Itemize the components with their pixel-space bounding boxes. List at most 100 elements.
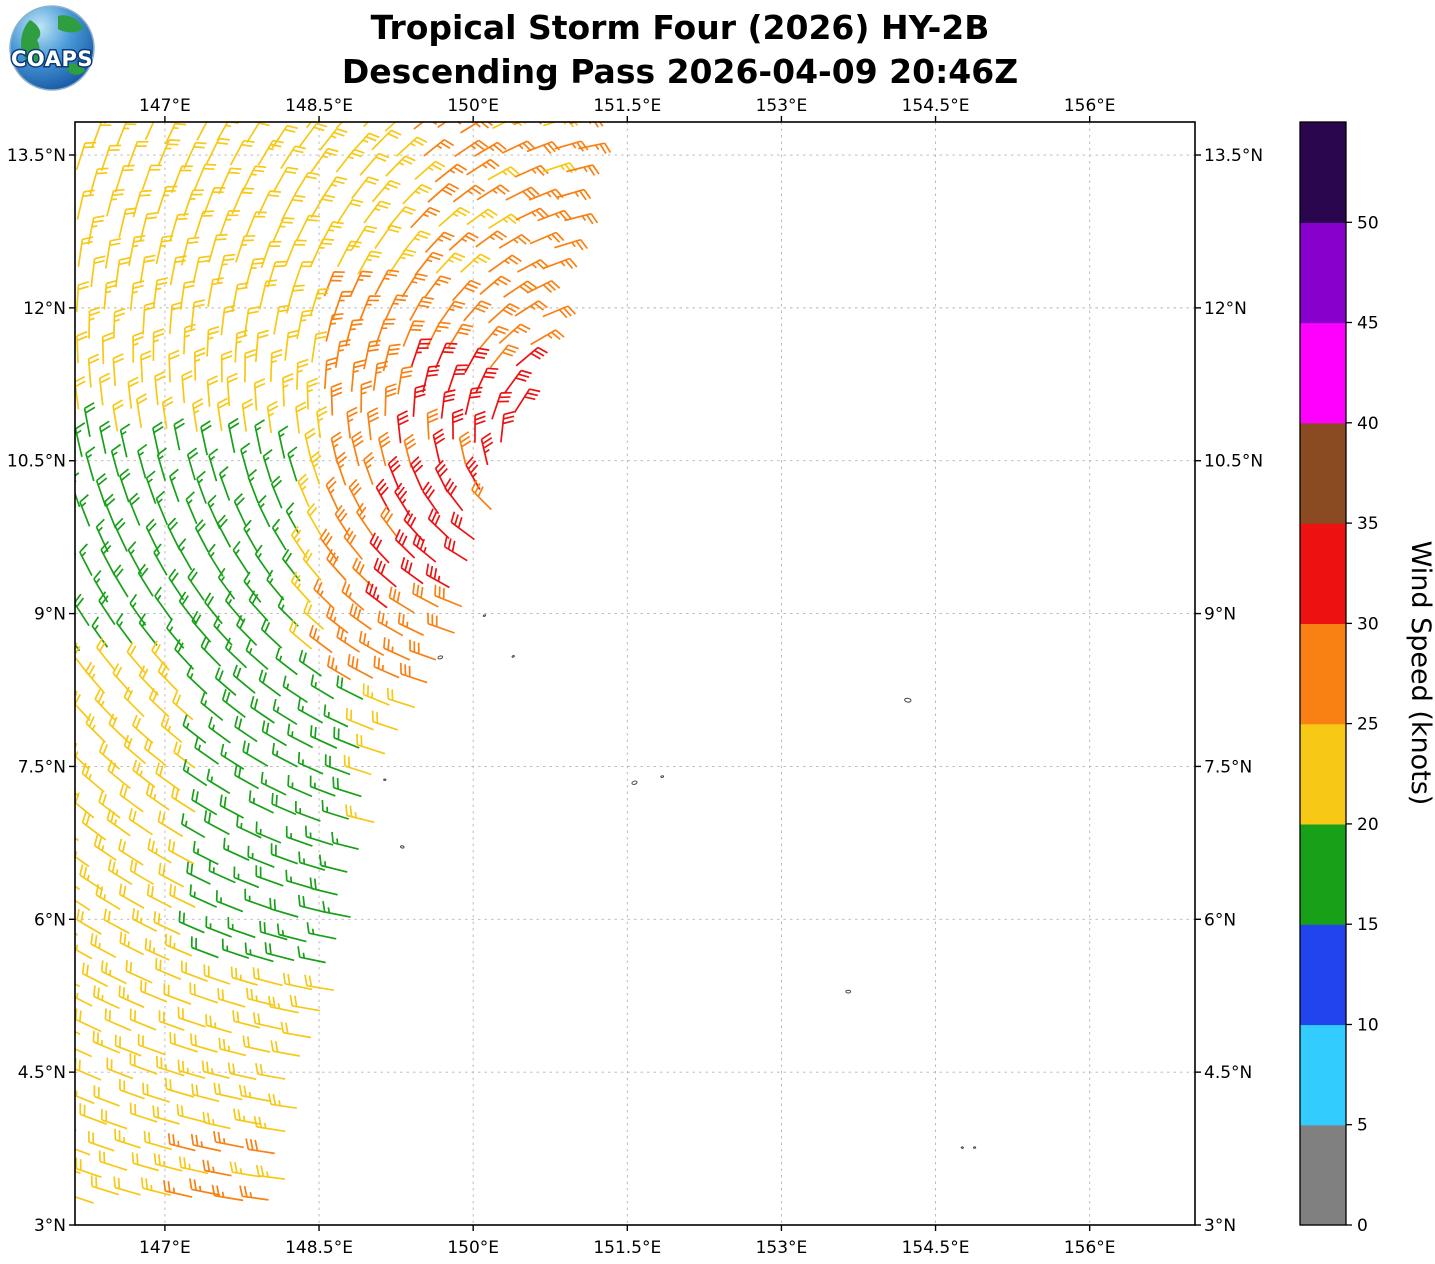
wind-barb: [414, 251, 444, 276]
colorbar-segment: [1300, 523, 1346, 624]
wind-barb: [113, 1176, 141, 1196]
wind-barb: [75, 1129, 77, 1132]
wind-barb: [447, 364, 468, 392]
wind-barb: [100, 960, 127, 985]
wind-barb: [280, 145, 306, 170]
wind-barb: [93, 834, 117, 862]
wind-barb: [95, 473, 108, 507]
wind-barb: [326, 655, 352, 681]
wind-barb: [208, 716, 231, 744]
wind-barb: [104, 493, 117, 529]
wind-barb: [298, 649, 322, 677]
wind-barb: [243, 571, 262, 603]
wind-barb: [426, 408, 439, 440]
colorbar-tick-label: 40: [1357, 414, 1379, 434]
wind-barb: [156, 185, 178, 214]
wind-barb: [257, 494, 271, 528]
wind-barb: [285, 502, 300, 535]
wind-barb: [219, 210, 240, 236]
wind-barb: [127, 140, 149, 168]
wind-barb: [266, 260, 287, 288]
wind-barb: [116, 122, 137, 147]
wind-barb: [220, 743, 245, 770]
wind-barb: [466, 158, 500, 176]
lat-tick-label-left: 13.5°N: [7, 146, 66, 166]
wind-barb: [75, 1090, 95, 1105]
wind-barb: [474, 410, 486, 443]
wind-barb: [153, 1153, 183, 1172]
wind-barb: [125, 960, 153, 984]
island-outline: [437, 655, 444, 660]
lon-tick-label-top: 156°E: [1064, 96, 1116, 116]
wind-barb: [123, 686, 145, 718]
wind-barb: [152, 328, 165, 361]
lat-tick-label-right: 4.5°N: [1204, 1063, 1252, 1083]
wind-barb: [187, 567, 205, 601]
wind-barb: [75, 1048, 92, 1058]
wind-barb: [271, 793, 297, 816]
wind-barb: [204, 94, 228, 117]
wind-barb: [155, 957, 182, 981]
wind-barb: [359, 152, 390, 176]
wind-barb: [343, 527, 363, 560]
wind-barb: [258, 279, 278, 310]
wind-barb: [272, 217, 295, 243]
wind-barb: [110, 443, 122, 477]
wind-barb: [371, 129, 402, 151]
wind-barb: [341, 581, 365, 611]
wind-barb: [114, 1128, 141, 1149]
wind-barb: [272, 166, 299, 193]
wind-barb: [137, 1034, 166, 1056]
wind-barb: [403, 433, 417, 468]
wind-barb: [167, 517, 181, 551]
wind-barb: [138, 613, 158, 646]
wind-barb: [129, 1008, 157, 1031]
wind-barb: [95, 518, 109, 553]
wind-barb: [85, 446, 96, 482]
wind-barb: [310, 674, 335, 700]
wind-barb: [434, 459, 449, 493]
wind-barb: [240, 442, 251, 477]
wind-barb: [139, 254, 156, 284]
wind-barb: [316, 406, 328, 439]
wind-barb: [131, 908, 158, 933]
wind-barb: [500, 410, 515, 443]
wind-barb: [143, 737, 167, 767]
wind-barb: [98, 1150, 128, 1172]
lat-tick-label-left: 10.5°N: [7, 452, 66, 472]
wind-barb: [147, 838, 172, 864]
wind-barb: [75, 642, 89, 675]
wind-barb: [290, 525, 308, 559]
wind-barb: [156, 447, 168, 482]
wind-barb: [267, 995, 299, 1014]
wind-barb: [336, 240, 362, 268]
lon-tick-label-bottom: 147°E: [139, 1238, 191, 1258]
wind-barb: [388, 586, 415, 614]
wind-barb: [98, 372, 111, 406]
wind-barb: [325, 312, 344, 342]
wind-barb: [230, 966, 258, 986]
wind-barb: [313, 578, 335, 610]
wind-barb: [375, 318, 396, 346]
wind-barb: [438, 300, 466, 325]
wind-barb: [154, 586, 173, 620]
wind-barb: [75, 690, 91, 722]
wind-barb: [451, 408, 464, 440]
wind-barb: [375, 478, 390, 512]
wind-barb: [387, 206, 416, 229]
wind-barb: [141, 164, 162, 191]
wind-barb: [387, 455, 401, 490]
wind-barb: [100, 144, 121, 171]
wind-barb: [144, 938, 170, 961]
wind-barb: [167, 839, 195, 865]
wind-barb: [363, 339, 381, 370]
wind-barb: [402, 320, 425, 347]
wind-barb: [177, 538, 193, 571]
wind-barb: [92, 1030, 121, 1054]
wind-barb: [119, 784, 144, 813]
wind-barb: [196, 122, 219, 141]
wind-barb: [208, 448, 219, 482]
wind-barb: [287, 723, 314, 749]
wind-barb: [241, 398, 254, 432]
wind-barb: [386, 687, 415, 709]
